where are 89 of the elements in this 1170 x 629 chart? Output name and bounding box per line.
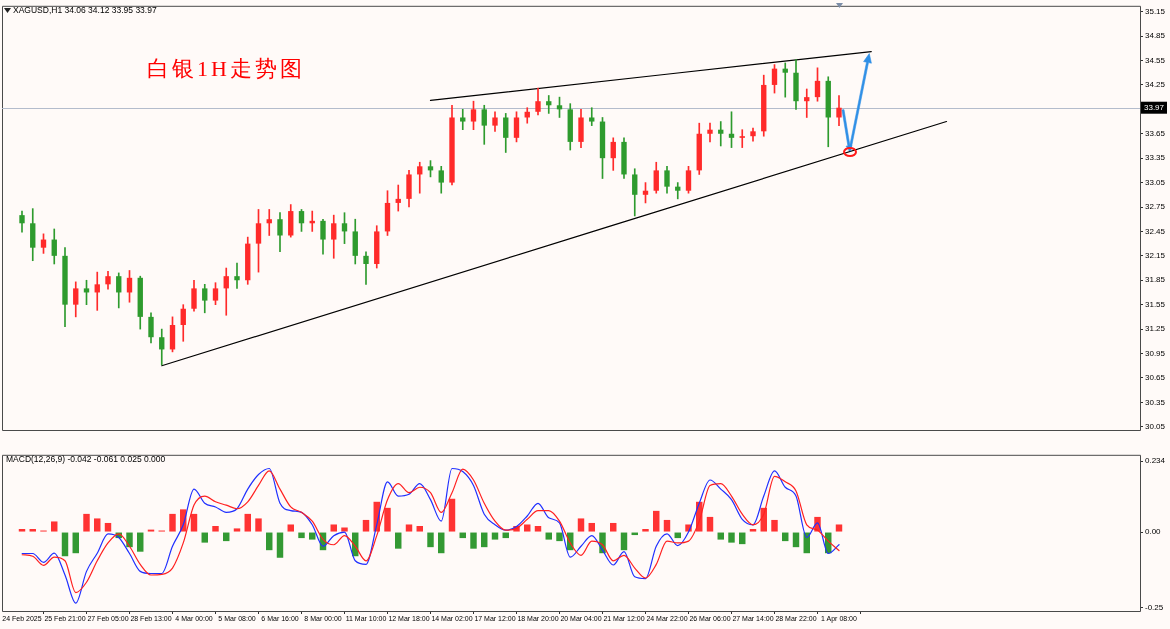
candlestick bbox=[395, 184, 401, 212]
y-tick-label: -0.25 bbox=[1145, 602, 1164, 612]
chart-title: MACD(12,26,9) -0.042 -0.061 0.025 0.000 bbox=[6, 454, 166, 464]
bar bbox=[427, 532, 434, 548]
bar bbox=[18, 529, 26, 532]
bar bbox=[29, 529, 36, 532]
bar bbox=[126, 532, 133, 548]
bar bbox=[405, 524, 413, 532]
bar bbox=[448, 498, 456, 532]
candlestick bbox=[546, 95, 552, 114]
bar bbox=[255, 518, 262, 532]
bar bbox=[835, 524, 843, 532]
candlestick bbox=[234, 262, 240, 289]
y-tick-label: 33.35 bbox=[1145, 153, 1166, 163]
y-tick-label: 32.75 bbox=[1145, 202, 1166, 212]
candlestick bbox=[266, 209, 272, 236]
bar bbox=[104, 522, 112, 532]
y-tick-label: 32.45 bbox=[1145, 226, 1166, 236]
bar bbox=[72, 532, 79, 554]
candlestick bbox=[460, 109, 466, 131]
bar bbox=[169, 513, 176, 532]
candlestick bbox=[739, 129, 745, 148]
candlestick bbox=[782, 62, 788, 98]
bar bbox=[749, 529, 757, 532]
bar bbox=[491, 532, 499, 540]
bar bbox=[556, 532, 563, 542]
y-tick-label: 30.95 bbox=[1145, 348, 1166, 358]
bar bbox=[137, 532, 144, 552]
candlestick bbox=[94, 271, 100, 311]
y-tick-label: 34.55 bbox=[1145, 55, 1166, 65]
y-tick-label: 35.15 bbox=[1145, 6, 1166, 16]
candlestick bbox=[718, 121, 724, 147]
candlestick bbox=[589, 107, 595, 126]
bar bbox=[330, 524, 337, 532]
bar bbox=[728, 532, 735, 543]
bar bbox=[545, 532, 552, 540]
text: 白银1H走势图 bbox=[147, 56, 305, 81]
candlestick bbox=[707, 122, 713, 143]
bar bbox=[610, 522, 617, 532]
bar bbox=[83, 513, 90, 532]
y-tick-label: 33.05 bbox=[1145, 177, 1166, 187]
y-tick-label: 34.25 bbox=[1145, 80, 1166, 90]
bar bbox=[642, 529, 649, 532]
chart-subtitle: XAGUSD,H1 34.06 34.12 33.95 33.97 bbox=[13, 5, 157, 15]
bar bbox=[717, 532, 724, 540]
bar bbox=[233, 528, 241, 532]
ref-line-label: 33.97 bbox=[1144, 103, 1165, 113]
y-tick-label: 32.15 bbox=[1145, 251, 1166, 261]
y-tick-label: 30.35 bbox=[1145, 397, 1166, 407]
bar bbox=[438, 532, 445, 554]
bar bbox=[212, 525, 219, 532]
bar bbox=[362, 519, 370, 532]
candlestick bbox=[675, 182, 681, 200]
y-tick-label: 33.65 bbox=[1145, 128, 1166, 138]
bar bbox=[524, 524, 531, 532]
bar bbox=[201, 532, 208, 543]
y-tick-label: 31.25 bbox=[1145, 324, 1166, 334]
bar bbox=[287, 524, 294, 532]
candlestick bbox=[417, 161, 423, 194]
bar bbox=[395, 532, 402, 549]
bar bbox=[276, 532, 284, 558]
bar bbox=[61, 532, 69, 557]
bar bbox=[244, 513, 251, 532]
bar bbox=[771, 519, 778, 532]
bar bbox=[94, 518, 101, 532]
y-tick-label: 0.00 bbox=[1145, 527, 1162, 537]
bar bbox=[416, 525, 423, 532]
y-tick-label: 31.55 bbox=[1145, 299, 1166, 309]
y-tick-label: 34.85 bbox=[1145, 31, 1166, 41]
bar bbox=[309, 532, 316, 540]
candlestick bbox=[223, 267, 229, 316]
bar bbox=[534, 525, 542, 532]
candlestick bbox=[804, 88, 810, 118]
bar bbox=[341, 527, 348, 532]
y-tick-label: 30.05 bbox=[1145, 421, 1166, 431]
bar bbox=[663, 519, 671, 532]
bar bbox=[190, 513, 198, 532]
bar bbox=[298, 532, 305, 539]
bar bbox=[577, 518, 585, 532]
bar bbox=[653, 510, 660, 532]
bar bbox=[384, 507, 391, 532]
y-tick-label: 31.85 bbox=[1145, 275, 1166, 285]
y-tick-label: 30.65 bbox=[1145, 373, 1166, 383]
bar bbox=[588, 522, 595, 532]
candlestick bbox=[363, 251, 369, 285]
y-tick-label: 0.234 bbox=[1145, 456, 1166, 466]
bar bbox=[470, 532, 477, 549]
bar bbox=[706, 516, 714, 532]
bar bbox=[51, 521, 58, 532]
